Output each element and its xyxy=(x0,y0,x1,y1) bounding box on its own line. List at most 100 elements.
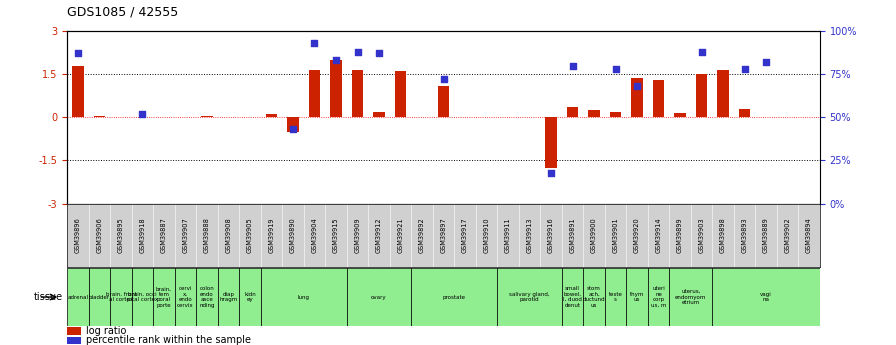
Bar xyxy=(67,337,81,344)
Bar xyxy=(605,268,626,326)
Bar xyxy=(497,268,562,326)
Text: diap
hragm: diap hragm xyxy=(220,292,237,302)
Text: GSM39905: GSM39905 xyxy=(247,218,253,253)
Text: GSM39890: GSM39890 xyxy=(290,218,296,253)
Bar xyxy=(588,110,600,117)
Text: kidn
ey: kidn ey xyxy=(244,292,256,302)
Bar xyxy=(239,268,261,326)
Bar xyxy=(261,268,347,326)
Bar xyxy=(110,268,132,326)
Text: GSM39911: GSM39911 xyxy=(505,218,511,253)
Text: brain, front
al cortex: brain, front al cortex xyxy=(106,292,136,302)
Bar xyxy=(738,109,751,117)
Bar xyxy=(394,71,407,117)
Bar xyxy=(67,268,89,326)
Text: GSM39898: GSM39898 xyxy=(720,218,726,253)
Bar xyxy=(712,268,820,326)
Point xyxy=(544,170,558,175)
Text: GDS1085 / 42555: GDS1085 / 42555 xyxy=(67,6,178,19)
Bar xyxy=(265,115,278,117)
Point xyxy=(329,58,343,63)
Bar xyxy=(93,116,106,117)
Text: GSM39891: GSM39891 xyxy=(570,218,575,253)
Text: GSM39902: GSM39902 xyxy=(785,218,790,253)
Text: colon
endo
asce
nding: colon endo asce nding xyxy=(199,286,215,308)
Text: tissue: tissue xyxy=(33,292,63,302)
Text: GSM39889: GSM39889 xyxy=(763,218,769,253)
Text: GSM39903: GSM39903 xyxy=(699,218,704,253)
Bar xyxy=(196,268,218,326)
Bar xyxy=(347,268,411,326)
Point xyxy=(694,49,709,55)
Bar xyxy=(717,70,729,117)
Text: GSM39916: GSM39916 xyxy=(548,218,554,253)
Text: uteri
ne
corp
us, m: uteri ne corp us, m xyxy=(650,286,667,308)
Bar xyxy=(437,86,450,117)
Text: GSM39906: GSM39906 xyxy=(97,218,102,253)
Bar xyxy=(89,268,110,326)
Text: GSM39920: GSM39920 xyxy=(634,218,640,253)
Bar xyxy=(566,107,579,117)
Bar xyxy=(583,268,605,326)
Text: GSM39913: GSM39913 xyxy=(527,218,532,253)
Bar xyxy=(72,66,84,117)
Text: ovary: ovary xyxy=(371,295,387,299)
Text: GSM39918: GSM39918 xyxy=(140,218,145,253)
Point xyxy=(350,49,365,55)
Text: GSM39910: GSM39910 xyxy=(484,218,489,253)
Point xyxy=(307,40,322,46)
Bar xyxy=(674,113,686,117)
Text: small
bowel,
l, duod
denut: small bowel, l, duod denut xyxy=(563,286,582,308)
Bar xyxy=(308,70,321,117)
Bar xyxy=(411,268,497,326)
Text: GSM39900: GSM39900 xyxy=(591,218,597,253)
Point xyxy=(630,83,644,89)
Text: bladder: bladder xyxy=(89,295,110,299)
Point xyxy=(71,51,85,56)
Text: GSM39909: GSM39909 xyxy=(355,218,360,253)
Text: GSM39914: GSM39914 xyxy=(656,218,661,253)
Text: thym
us: thym us xyxy=(630,292,644,302)
Text: GSM39917: GSM39917 xyxy=(462,218,468,253)
Text: adrenal: adrenal xyxy=(67,295,89,299)
Text: GSM39895: GSM39895 xyxy=(118,218,124,253)
Bar xyxy=(218,268,239,326)
Text: GSM39915: GSM39915 xyxy=(333,218,339,253)
Point xyxy=(759,59,773,65)
Bar xyxy=(132,268,153,326)
Text: percentile rank within the sample: percentile rank within the sample xyxy=(86,335,251,345)
Bar xyxy=(330,60,342,117)
Bar xyxy=(695,74,708,117)
Bar xyxy=(67,327,81,335)
Point xyxy=(737,66,752,72)
Text: GSM39893: GSM39893 xyxy=(742,218,747,253)
Point xyxy=(286,127,300,132)
Text: GSM39907: GSM39907 xyxy=(183,218,188,253)
Text: salivary gland,
parotid: salivary gland, parotid xyxy=(509,292,550,302)
Text: GSM39912: GSM39912 xyxy=(376,218,382,253)
Bar xyxy=(201,116,213,117)
Text: vagi
na: vagi na xyxy=(760,292,772,302)
Bar xyxy=(351,70,364,117)
Text: GSM39888: GSM39888 xyxy=(204,218,210,253)
Bar xyxy=(153,268,175,326)
Text: uterus,
endomyom
etrium: uterus, endomyom etrium xyxy=(675,289,707,305)
Text: GSM39894: GSM39894 xyxy=(806,218,812,253)
Text: GSM39896: GSM39896 xyxy=(75,218,81,253)
Text: log ratio: log ratio xyxy=(86,326,126,336)
Bar xyxy=(175,268,196,326)
Bar xyxy=(562,268,583,326)
Text: GSM39901: GSM39901 xyxy=(613,218,618,253)
Bar xyxy=(373,111,385,117)
Text: GSM39904: GSM39904 xyxy=(312,218,317,253)
Text: brain,
tem
poral
porte: brain, tem poral porte xyxy=(156,286,172,308)
Text: GSM39919: GSM39919 xyxy=(269,218,274,253)
Point xyxy=(565,63,580,68)
Text: lung: lung xyxy=(297,295,310,299)
Text: prostate: prostate xyxy=(443,295,466,299)
Bar xyxy=(648,268,669,326)
Text: cervi
x,
endo
cervix: cervi x, endo cervix xyxy=(177,286,194,308)
Point xyxy=(135,111,150,117)
Text: GSM39899: GSM39899 xyxy=(677,218,683,253)
Text: brain, occi
pital cortex: brain, occi pital cortex xyxy=(127,292,158,302)
